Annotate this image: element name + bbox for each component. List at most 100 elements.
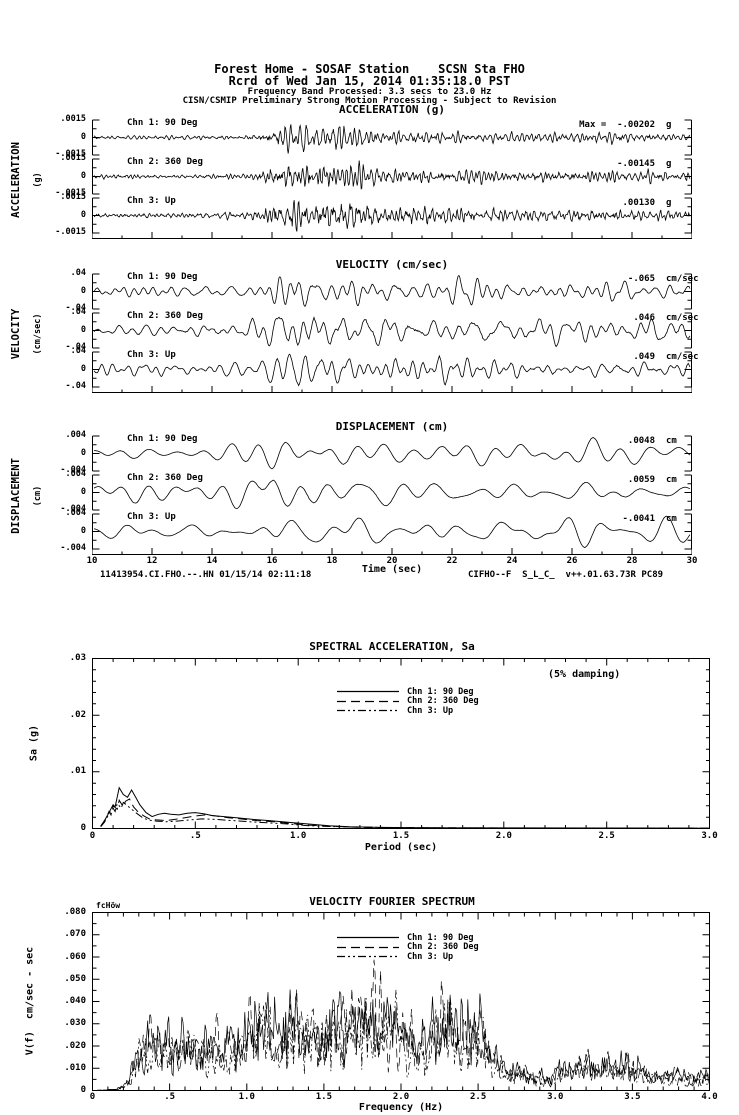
y-tick-label: .0015	[60, 114, 86, 124]
y-tick-label: -.004	[60, 504, 86, 514]
peak-unit: cm/sec	[666, 352, 699, 362]
waveform-trace	[92, 273, 692, 310]
legend-line-dashed-icon	[337, 946, 399, 948]
channel-label: Chn 2: 360 Deg	[127, 311, 203, 321]
station-title: Forest Home - SOSAF Station SCSN Sta FHO	[214, 62, 525, 76]
fourier-x-tick-labels: 0 .5 1.0 1.5 2.0 2.5 3.0 3.5 4.0	[89, 1092, 718, 1104]
axis-tick-label: 22	[446, 556, 458, 566]
axis-tick-label: .070	[64, 929, 86, 940]
section-title-sa: SPECTRAL ACCELERATION, Sa	[309, 640, 475, 653]
time-axis-displacement	[92, 548, 692, 555]
section-title-velocity: VELOCITY (cm/sec)	[335, 258, 449, 271]
legend-entry: Chn 2: 360 Deg	[337, 696, 479, 706]
axis-tick-label: 0	[80, 1085, 86, 1095]
record-id-footer: 11413954.CI.FHO.--.HN 01/15/14 02:11:18	[100, 570, 312, 580]
strip-displacement-chn2: .004 0 -.004 Chn 2: 360 Deg .0059 cm	[0, 469, 739, 514]
y-tick-label: -.004	[60, 465, 86, 475]
legend-label: Chn 1: 90 Deg	[407, 932, 474, 943]
channel-label: Chn 3: Up	[127, 196, 176, 206]
axis-tick-label: 1.0	[238, 1092, 255, 1102]
y-tick-label: 0	[80, 286, 86, 296]
time-axis-acceleration	[92, 232, 692, 239]
legend-entry: Chn 2: 360 Deg	[337, 942, 479, 953]
legend-entry: Chn 1: 90 Deg	[337, 933, 479, 943]
strip-acceleration-chn3: .0015 0 -.0015 Chn 3: Up .00130 g	[0, 192, 739, 237]
processing-note: CISN/CSMIP Preliminary Strong Motion Pro…	[182, 96, 557, 106]
axis-tick-label: 2.5	[598, 831, 615, 841]
axis-tick-label: 0	[89, 1092, 96, 1102]
record-date: Rcrd of Wed Jan 15, 2014 01:35:18.0 PST	[228, 74, 511, 88]
y-tick-label: 0	[80, 526, 86, 536]
legend-entry: Chn 3: Up	[337, 706, 479, 716]
frequency-band-note: Frequency Band Processed: 3.3 secs to 23…	[247, 87, 492, 97]
axis-tick-label: 1.5	[315, 1092, 333, 1102]
axis-tick-label: .030	[64, 1018, 86, 1029]
peak-value: Max = -.00202	[579, 120, 655, 130]
legend-label: Chn 2: 360 Deg	[407, 942, 479, 953]
strip-acceleration-chn1: .0015 0 -.0015 Chn 1: 90 Deg Max = -.002…	[0, 114, 739, 159]
axis-tick-label: 3.0	[547, 1092, 564, 1102]
channel-label: Chn 2: 360 Deg	[127, 473, 203, 483]
axis-tick-label: .03	[69, 653, 86, 663]
sa-legend: Chn 1: 90 Deg Chn 2: 360 Deg Chn 3: Up	[337, 687, 479, 716]
waveform-trace	[92, 119, 692, 156]
axis-tick-label: 3.0	[701, 831, 718, 841]
y-tick-label: -.004	[60, 543, 86, 553]
strip-velocity-chn3: .04 0 -.04 Chn 3: Up .049 cm/sec	[0, 346, 739, 391]
axis-tick-label: 20	[386, 556, 398, 566]
channel-label: Chn 1: 90 Deg	[127, 272, 198, 282]
y-tick-label: 0	[80, 448, 86, 458]
axis-tick-label: 10	[86, 556, 98, 566]
axis-tick-label: .01	[69, 766, 86, 777]
peak-value: .0048	[627, 436, 655, 446]
peak-value: .0059	[627, 475, 655, 485]
axis-tick-label: 2.0	[392, 1092, 410, 1102]
legend-entry: Chn 3: Up	[337, 952, 479, 962]
axis-tick-label: 16	[266, 556, 278, 566]
time-axis-title: Time (sec)	[361, 564, 423, 575]
y-tick-label: .004	[65, 430, 86, 440]
waveform-trace	[92, 513, 692, 550]
channel-label: Chn 3: Up	[127, 512, 176, 522]
legend-line-dashdot-icon	[337, 956, 399, 958]
axis-tick-label: 28	[626, 556, 638, 566]
waveform-trace	[92, 351, 692, 388]
y-tick-label: -.0015	[55, 149, 86, 159]
y-tick-label: 0	[80, 210, 86, 220]
peak-value: -.00145	[617, 159, 655, 169]
axis-tick-label: .5	[189, 831, 201, 841]
y-tick-label: .04	[70, 346, 86, 356]
peak-value: .00130	[622, 198, 655, 208]
axis-tick-label: 12	[146, 556, 158, 566]
legend-label: Chn 3: Up	[407, 705, 454, 716]
channel-label: Chn 2: 360 Deg	[127, 157, 203, 167]
axis-tick-label: 26	[566, 556, 578, 566]
y-tick-label: 0	[80, 171, 86, 181]
axis-tick-label: 18	[326, 556, 338, 566]
peak-value: .046	[633, 313, 655, 323]
time-tick-labels: 10 12 14 16 18 20 22 24 26 28 30	[87, 556, 712, 568]
section-title-acceleration: ACCELERATION (g)	[339, 103, 445, 116]
axis-tick-label: .5	[164, 1092, 176, 1102]
sa-x-tick-labels: 0 .5 1.0 1.5 2.0 2.5 3.0	[90, 831, 718, 843]
strip-velocity-chn2: .04 0 -.04 Chn 2: 360 Deg .046 cm/sec	[0, 307, 739, 352]
waveform-trace	[92, 197, 692, 234]
channel-label: Chn 3: Up	[127, 350, 176, 360]
y-tick-label: 0	[80, 325, 86, 335]
strip-acceleration-chn2: .0015 0 -.0015 Chn 2: 360 Deg -.00145 g	[0, 153, 739, 198]
processing-id-footer: CIFHO--F S_L_C_ v++.01.63.73R PC89	[468, 570, 664, 580]
legend-entry: Chn 1: 90 Deg	[337, 687, 479, 697]
axis-tick-label: .040	[64, 996, 86, 1006]
axis-tick-label: .050	[64, 973, 86, 984]
y-tick-label: .04	[70, 268, 86, 278]
damping-note: (5% damping)	[548, 669, 621, 680]
legend-line-solid-icon	[337, 691, 399, 693]
sa-x-axis-title: Period (sec)	[364, 842, 438, 853]
axis-tick-label: .060	[64, 951, 86, 962]
fourier-legend: Chn 1: 90 Deg Chn 2: 360 Deg Chn 3: Up	[337, 933, 479, 962]
strip-displacement-chn3: .004 0 -.004 Chn 3: Up -.0041 cm	[0, 508, 739, 553]
y-tick-label: .0015	[60, 153, 86, 163]
y-tick-label: .04	[70, 307, 86, 317]
peak-unit: cm/sec	[666, 313, 699, 323]
axis-tick-label: 30	[686, 556, 698, 566]
